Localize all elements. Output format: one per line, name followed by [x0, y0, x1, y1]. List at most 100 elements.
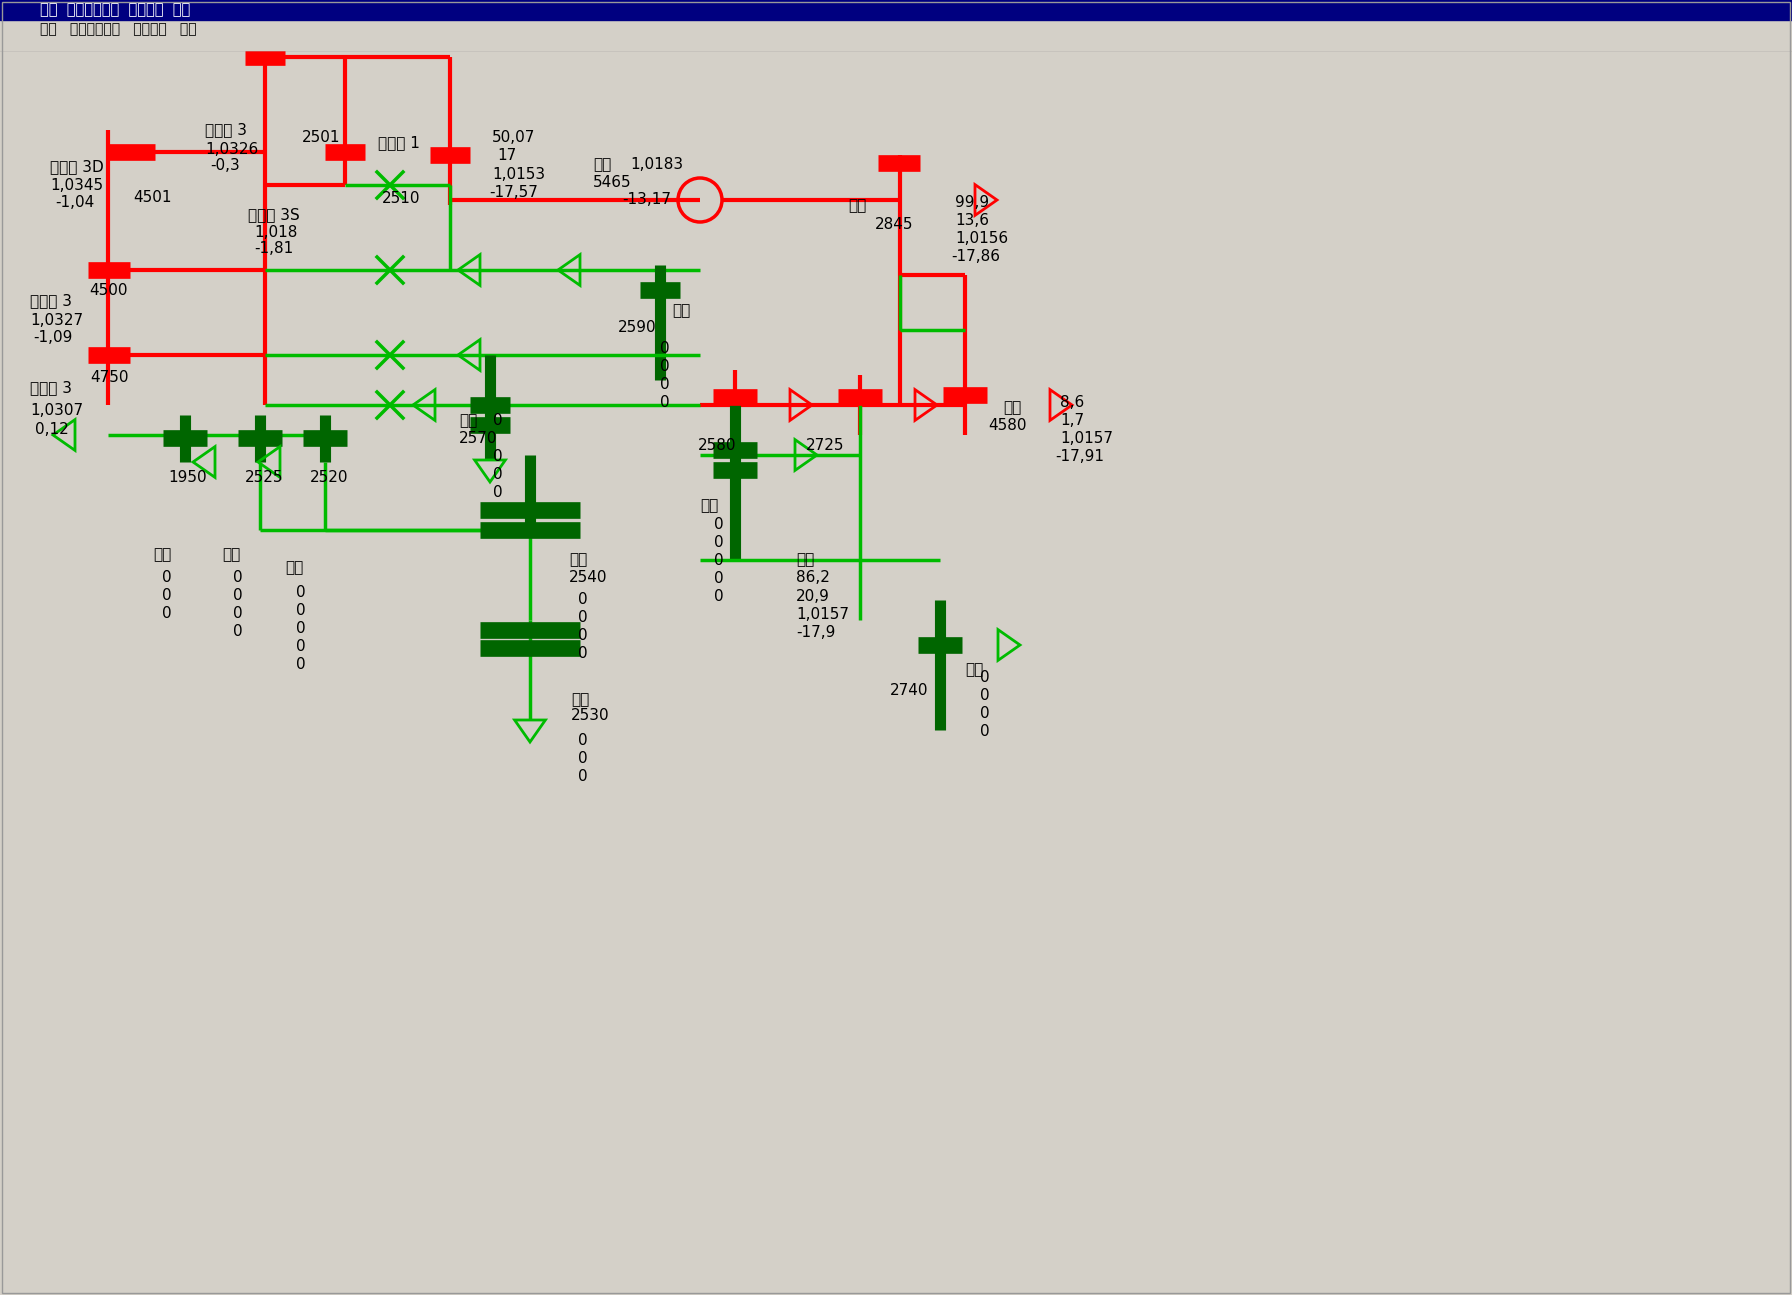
- Text: 0: 0: [233, 624, 242, 638]
- Text: 잠실: 잠실: [701, 499, 719, 513]
- Text: -17,57: -17,57: [489, 185, 538, 199]
- Text: 99,9: 99,9: [955, 196, 989, 210]
- Text: -1,09: -1,09: [32, 330, 72, 344]
- Text: 0: 0: [493, 467, 502, 482]
- Bar: [0, 0, 1792, 19]
- Bar: [0, 19, 1792, 36]
- Text: 0: 0: [233, 588, 242, 603]
- Text: 곤지암 3: 곤지암 3: [30, 379, 72, 395]
- Text: 신장: 신장: [672, 303, 690, 319]
- Text: 2570: 2570: [459, 431, 498, 445]
- Text: 2520: 2520: [310, 470, 348, 486]
- Text: 송파: 송파: [459, 413, 477, 429]
- Text: 0: 0: [233, 570, 242, 585]
- Text: 풍납: 풍납: [572, 692, 590, 707]
- Text: 신성남 3: 신성남 3: [30, 293, 72, 308]
- Text: 0: 0: [713, 535, 724, 550]
- Text: 석촌: 석촌: [570, 552, 588, 567]
- Text: 2501: 2501: [303, 130, 340, 145]
- Text: -0,3: -0,3: [210, 158, 240, 174]
- Text: 2590: 2590: [618, 320, 656, 335]
- Text: 0: 0: [980, 724, 989, 739]
- Text: -17,9: -17,9: [796, 625, 835, 640]
- Text: 0: 0: [493, 413, 502, 429]
- Text: 신성남 3D: 신성남 3D: [50, 159, 104, 174]
- Text: 0: 0: [713, 517, 724, 532]
- Text: 복구  정전구간확인  전력조류  종료: 복구 정전구간확인 전력조류 종료: [39, 3, 190, 18]
- Text: 1,0326: 1,0326: [204, 142, 258, 157]
- Text: 삼성: 삼성: [966, 662, 984, 677]
- Text: 0: 0: [659, 377, 670, 392]
- Text: 1,0327: 1,0327: [30, 313, 82, 328]
- Text: 1,018: 1,018: [254, 225, 297, 240]
- Text: 13,6: 13,6: [955, 212, 989, 228]
- Text: 0: 0: [296, 603, 306, 618]
- Text: 0: 0: [161, 606, 172, 622]
- Text: 1,0153: 1,0153: [493, 167, 545, 183]
- Text: 0: 0: [980, 688, 989, 703]
- Text: 1,0157: 1,0157: [1061, 431, 1113, 445]
- Text: 강동: 강동: [285, 559, 303, 575]
- Text: 0: 0: [233, 606, 242, 622]
- Text: 0: 0: [579, 751, 588, 767]
- Text: 4580: 4580: [987, 418, 1027, 433]
- Text: 1,0183: 1,0183: [631, 157, 683, 172]
- Text: 2510: 2510: [382, 190, 421, 206]
- Text: 0: 0: [659, 395, 670, 411]
- Text: 0: 0: [161, 588, 172, 603]
- Bar: [0, 36, 1792, 51]
- Text: 동서울 3: 동서울 3: [204, 122, 247, 137]
- Text: 수서: 수서: [796, 552, 814, 567]
- Text: 0: 0: [713, 571, 724, 587]
- Text: 0: 0: [296, 622, 306, 636]
- Text: 0: 0: [579, 646, 588, 660]
- Text: 0: 0: [579, 628, 588, 644]
- Text: 0: 0: [579, 610, 588, 625]
- Text: 0: 0: [980, 706, 989, 721]
- Text: 0: 0: [493, 449, 502, 464]
- Text: 5465: 5465: [593, 175, 631, 190]
- Text: 1,0157: 1,0157: [796, 607, 849, 622]
- Text: 17: 17: [496, 148, 516, 163]
- Text: -1,81: -1,81: [254, 241, 294, 256]
- Text: 0: 0: [659, 341, 670, 356]
- Text: 0: 0: [161, 570, 172, 585]
- Text: -13,17: -13,17: [622, 192, 670, 207]
- Text: 4750: 4750: [90, 370, 129, 385]
- Text: -17,91: -17,91: [1055, 449, 1104, 464]
- Text: 8,6: 8,6: [1061, 395, 1084, 411]
- Text: 2725: 2725: [806, 438, 844, 453]
- Text: 구의: 구의: [152, 546, 172, 562]
- Text: 50,07: 50,07: [493, 130, 536, 145]
- Text: 동서울 1: 동서울 1: [378, 135, 419, 150]
- Text: 2530: 2530: [572, 708, 609, 723]
- Text: 0: 0: [980, 670, 989, 685]
- Text: 0: 0: [296, 657, 306, 672]
- Text: -1,04: -1,04: [56, 196, 95, 210]
- Text: 20,9: 20,9: [796, 589, 830, 603]
- Text: 2845: 2845: [874, 218, 914, 232]
- Text: 0: 0: [713, 589, 724, 603]
- Text: 0,12: 0,12: [36, 422, 68, 436]
- Text: 4501: 4501: [133, 190, 172, 205]
- Text: 4500: 4500: [90, 284, 127, 298]
- Text: 천호: 천호: [222, 546, 240, 562]
- Text: 0: 0: [659, 359, 670, 374]
- Text: 0: 0: [713, 553, 724, 569]
- Text: 0: 0: [493, 486, 502, 500]
- Text: 동남: 동남: [1004, 400, 1021, 414]
- Text: 1,0307: 1,0307: [30, 403, 82, 418]
- Text: 1,0156: 1,0156: [955, 231, 1009, 246]
- Text: 2525: 2525: [246, 470, 283, 486]
- Text: 2740: 2740: [891, 682, 928, 698]
- Text: 0: 0: [579, 769, 588, 783]
- Text: 1,7: 1,7: [1061, 413, 1084, 429]
- Text: 86,2: 86,2: [796, 570, 830, 585]
- Text: 1950: 1950: [168, 470, 206, 486]
- Text: 0: 0: [296, 638, 306, 654]
- Text: 청평: 청평: [593, 157, 611, 172]
- Text: 동서울 3S: 동서울 3S: [247, 207, 299, 221]
- Text: 1,0345: 1,0345: [50, 177, 104, 193]
- Text: 2540: 2540: [570, 570, 607, 585]
- Text: 복구   정전구간확인   전력조류   종료: 복구 정전구간확인 전력조류 종료: [39, 22, 197, 36]
